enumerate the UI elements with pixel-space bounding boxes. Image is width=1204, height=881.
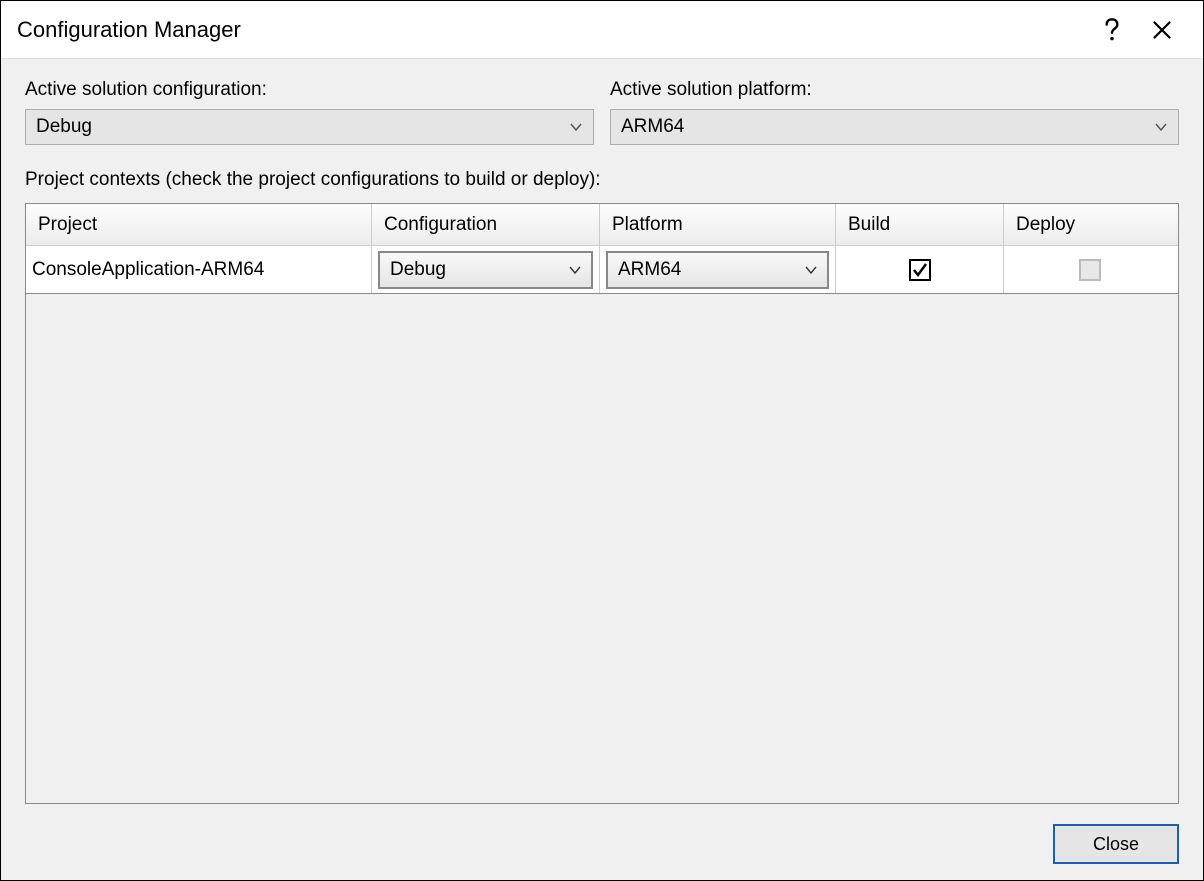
platform-cell: ARM64	[600, 246, 836, 293]
row-configuration-dropdown[interactable]: Debug	[378, 251, 593, 289]
titlebar: Configuration Manager	[1, 1, 1203, 59]
chevron-down-icon	[1154, 119, 1168, 135]
active-platform-dropdown[interactable]: ARM64	[610, 109, 1179, 145]
column-header-project[interactable]: Project	[26, 204, 372, 245]
deploy-cell	[1004, 246, 1176, 293]
close-window-button[interactable]	[1137, 10, 1187, 50]
dialog-content: Active solution configuration: Debug Act…	[1, 59, 1203, 880]
deploy-checkbox	[1079, 259, 1101, 281]
chevron-down-icon	[569, 263, 581, 277]
close-button-label: Close	[1093, 834, 1139, 855]
grid-header-row: Project Configuration Platform Build Dep…	[26, 204, 1178, 246]
column-header-build[interactable]: Build	[836, 204, 1004, 245]
active-platform-field: Active solution platform: ARM64	[610, 79, 1179, 145]
help-button[interactable]	[1087, 10, 1137, 50]
build-cell	[836, 246, 1004, 293]
close-icon	[1152, 20, 1172, 40]
close-button[interactable]: Close	[1053, 824, 1179, 864]
solution-settings-row: Active solution configuration: Debug Act…	[25, 79, 1179, 145]
column-header-deploy[interactable]: Deploy	[1004, 204, 1176, 245]
active-config-dropdown[interactable]: Debug	[25, 109, 594, 145]
build-checkbox[interactable]	[909, 259, 931, 281]
chevron-down-icon	[569, 119, 583, 135]
column-header-platform[interactable]: Platform	[600, 204, 836, 245]
active-platform-label: Active solution platform:	[610, 79, 1179, 101]
configuration-manager-dialog: Configuration Manager Active solution co…	[0, 0, 1204, 881]
project-contexts-label: Project contexts (check the project conf…	[25, 169, 1179, 191]
row-configuration-value: Debug	[390, 259, 569, 281]
column-header-configuration[interactable]: Configuration	[372, 204, 600, 245]
active-config-value: Debug	[36, 116, 569, 138]
dialog-footer: Close	[25, 804, 1179, 864]
active-platform-value: ARM64	[621, 116, 1154, 138]
dialog-title: Configuration Manager	[17, 17, 1087, 43]
chevron-down-icon	[805, 263, 817, 277]
project-name-cell: ConsoleApplication-ARM64	[26, 246, 372, 293]
configuration-cell: Debug	[372, 246, 600, 293]
table-row: ConsoleApplication-ARM64 Debug ARM64	[26, 246, 1178, 294]
row-platform-value: ARM64	[618, 259, 805, 281]
active-config-field: Active solution configuration: Debug	[25, 79, 594, 145]
active-config-label: Active solution configuration:	[25, 79, 594, 101]
project-contexts-grid: Project Configuration Platform Build Dep…	[25, 203, 1179, 804]
row-platform-dropdown[interactable]: ARM64	[606, 251, 829, 289]
grid-empty-area	[26, 294, 1178, 803]
help-icon	[1103, 18, 1121, 42]
